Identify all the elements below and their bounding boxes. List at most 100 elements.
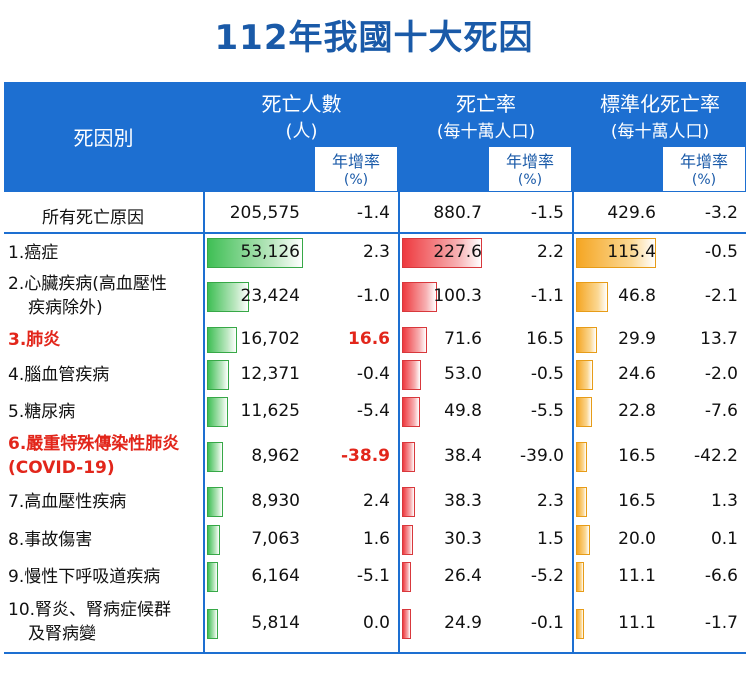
total-deaths: 205,575 — [229, 203, 300, 223]
bar-std-rate — [576, 609, 584, 639]
bar-deaths — [207, 282, 250, 312]
std-rate-value: 22.8 — [618, 401, 656, 421]
deaths-growth-value: 2.3 — [362, 242, 390, 262]
deaths-growth-value: 0.0 — [362, 613, 390, 633]
cause-label-line-1: 7.高血壓性疾病 — [8, 492, 127, 512]
std-rate-growth-value: -7.6 — [704, 401, 738, 421]
std-rate-value: 11.1 — [618, 566, 656, 586]
header-rate: 死亡率 (每十萬人口) — [400, 82, 572, 192]
rate-growth-value: -0.1 — [530, 613, 564, 633]
total-rate: 880.7 — [433, 203, 482, 223]
header-deaths-growth: 年增率 (%) — [314, 146, 398, 192]
deaths-growth-value: -1.0 — [356, 286, 390, 306]
total-std-rate: 429.6 — [607, 203, 656, 223]
std-rate-growth-value: -2.1 — [704, 286, 738, 306]
cause-label-line-2: 及腎病變 — [28, 624, 96, 644]
total-deaths-growth: -1.4 — [356, 203, 390, 223]
divider-col-3 — [572, 82, 574, 654]
cause-label-line-1: 1.癌症 — [8, 243, 59, 263]
bar-rate — [402, 397, 420, 427]
std-rate-value: 46.8 — [618, 286, 656, 306]
bar-deaths — [207, 487, 224, 517]
bar-deaths — [207, 562, 219, 592]
rate-value: 30.3 — [444, 529, 482, 549]
bar-deaths — [207, 442, 224, 472]
bar-deaths — [207, 525, 220, 555]
deaths-value: 8,962 — [251, 446, 300, 466]
rate-value: 38.4 — [444, 446, 482, 466]
divider-total-bottom — [4, 232, 746, 234]
deaths-growth-value: -5.1 — [356, 566, 390, 586]
cause-label-line-2: (COVID-19) — [8, 458, 115, 478]
cause-label-line-2: 疾病除外) — [28, 298, 103, 318]
bar-deaths — [207, 360, 230, 390]
bar-deaths — [207, 609, 218, 639]
std-rate-value: 16.5 — [618, 446, 656, 466]
bar-deaths — [207, 238, 303, 268]
total-std-rate-growth: -3.2 — [704, 203, 738, 223]
rate-value: 100.3 — [433, 286, 482, 306]
deaths-value: 8,930 — [251, 491, 300, 511]
rate-growth-value: -39.0 — [520, 446, 564, 466]
bar-std-rate — [576, 442, 588, 472]
rate-growth-value: -5.5 — [530, 401, 564, 421]
bar-std-rate — [576, 487, 588, 517]
cause-label: 8.事故傷害 — [8, 528, 92, 552]
bar-std-rate — [576, 525, 590, 555]
cause-label-line-1: 6.嚴重特殊傳染性肺炎 — [8, 434, 180, 454]
header-rate-growth: 年增率 (%) — [488, 146, 572, 192]
cause-label-line-1: 2.心臟疾病(高血壓性 — [8, 274, 167, 294]
rate-growth-value: -0.5 — [530, 364, 564, 384]
deaths-value: 11,625 — [240, 401, 300, 421]
std-rate-value: 11.1 — [618, 613, 656, 633]
deaths-value: 6,164 — [251, 566, 300, 586]
cause-label-line-1: 4.腦血管疾病 — [8, 365, 110, 385]
rate-growth-value: 1.5 — [536, 529, 564, 549]
bar-deaths — [207, 327, 238, 353]
rate-growth-value: 2.2 — [536, 242, 564, 262]
death-causes-table: 死因別 死亡人數 (人) 年增率 (%) 死亡率 (每十萬人口) 年增率 (%)… — [4, 82, 746, 654]
deaths-value: 23,424 — [240, 286, 300, 306]
rate-value: 26.4 — [444, 566, 482, 586]
std-rate-growth-value: -1.7 — [704, 613, 738, 633]
rate-growth-value: 2.3 — [536, 491, 564, 511]
std-rate-value: 29.9 — [618, 329, 656, 349]
divider-table-bottom — [4, 652, 746, 654]
bar-std-rate — [576, 397, 592, 427]
rate-value: 38.3 — [444, 491, 482, 511]
deaths-value: 16,702 — [240, 329, 300, 349]
rate-value: 53.0 — [444, 364, 482, 384]
cause-label-line-1: 8.事故傷害 — [8, 530, 93, 550]
rate-growth-value: -5.2 — [530, 566, 564, 586]
deaths-value: 53,126 — [240, 242, 300, 262]
std-rate-growth-value: -42.2 — [694, 446, 738, 466]
cause-label: 10.腎炎、腎病症候群 及腎病變 — [8, 598, 171, 646]
total-rate-growth: -1.5 — [530, 203, 564, 223]
cause-label: 7.高血壓性疾病 — [8, 490, 126, 514]
std-rate-growth-value: 0.1 — [710, 529, 738, 549]
deaths-growth-value: 16.6 — [348, 329, 390, 349]
bar-rate — [402, 487, 416, 517]
cause-label-line-1: 9.慢性下呼吸道疾病 — [8, 567, 161, 587]
divider-col-2 — [398, 82, 400, 654]
rate-value: 71.6 — [444, 329, 482, 349]
cause-label-line-1: 3.肺炎 — [8, 330, 61, 350]
std-rate-growth-value: 1.3 — [710, 491, 738, 511]
page-title: 112年我國十大死因 — [214, 18, 534, 58]
bar-std-rate — [576, 562, 584, 592]
std-rate-growth-value: -2.0 — [704, 364, 738, 384]
deaths-growth-value: -5.4 — [356, 401, 390, 421]
std-rate-value: 20.0 — [618, 529, 656, 549]
cause-label: 5.糖尿病 — [8, 400, 75, 424]
bar-rate — [402, 327, 428, 353]
bar-deaths — [207, 397, 228, 427]
std-rate-growth-value: -6.6 — [704, 566, 738, 586]
std-rate-value: 115.4 — [607, 242, 656, 262]
total-label: 所有死亡原因 — [42, 208, 144, 228]
bar-rate — [402, 238, 482, 268]
bar-std-rate — [576, 327, 597, 353]
cause-label: 6.嚴重特殊傳染性肺炎 (COVID-19) — [8, 432, 179, 480]
std-rate-value: 16.5 — [618, 491, 656, 511]
rate-growth-value: -1.1 — [530, 286, 564, 306]
bar-std-rate — [576, 360, 594, 390]
